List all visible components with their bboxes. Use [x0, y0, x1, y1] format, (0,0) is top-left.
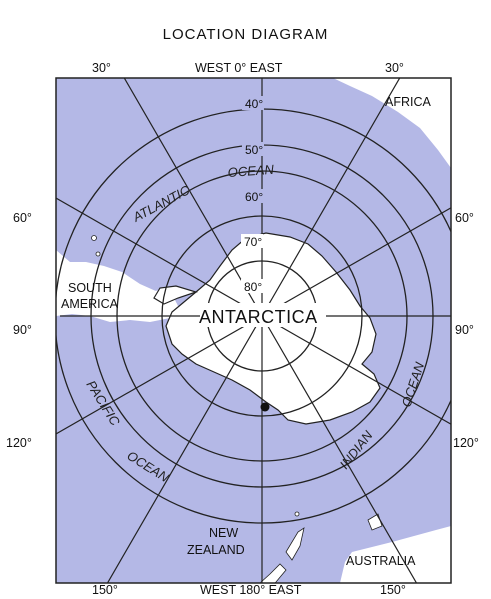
left-120-label: 120°	[6, 436, 32, 450]
map-frame	[55, 77, 452, 584]
latitude-80-label: 80°	[244, 280, 262, 294]
new-zealand-label-line2: ZEALAND	[187, 543, 245, 557]
africa-label: AFRICA	[385, 95, 432, 109]
top-left-longitude-label: 30°	[92, 61, 111, 75]
right-90-label: 90°	[455, 323, 474, 337]
meridian-30-west	[123, 78, 263, 317]
meridian-150-west	[106, 315, 263, 583]
islet	[91, 235, 97, 241]
south-america-label-line1: SOUTH	[68, 281, 112, 295]
map-title: LOCATION DIAGRAM	[162, 26, 329, 43]
new-zealand-north-island	[285, 527, 305, 561]
left-90-label: 90°	[13, 323, 32, 337]
new-zealand-label-line1: NEW	[209, 526, 238, 540]
bottom-right-longitude-label: 150°	[380, 583, 406, 597]
right-120-label: 120°	[453, 436, 479, 450]
location-marker	[260, 402, 270, 412]
meridian-60-east	[261, 207, 451, 317]
africa-landmass	[333, 78, 451, 168]
bottom-left-longitude-label: 150°	[92, 583, 118, 597]
south-america-label-line2: AMERICA	[61, 297, 119, 311]
top-center-longitude-label: WEST 0° EAST	[195, 61, 283, 75]
new-zealand-south-island	[259, 563, 287, 583]
meridian-120-east	[261, 315, 451, 425]
latitude-70-circle	[161, 215, 363, 417]
latitude-60-label: 60°	[245, 190, 263, 204]
meridian-150-east	[261, 315, 418, 583]
falkland-island	[72, 262, 84, 276]
latitude-70-label: 70°	[244, 235, 262, 249]
islet	[95, 251, 101, 257]
south-america-landmass	[56, 250, 180, 322]
atlantic-ocean-label: OCEAN	[227, 162, 275, 180]
meridian-30-east	[261, 78, 401, 317]
latitude-50-label: 50°	[245, 143, 263, 157]
bottom-center-longitude-label: WEST 180° EAST	[200, 583, 302, 597]
left-60-label: 60°	[13, 211, 32, 225]
islet	[294, 511, 300, 517]
meridian-120-west	[56, 315, 263, 435]
antarctic-peninsula	[153, 285, 198, 305]
australia-label: AUSTRALIA	[346, 554, 416, 568]
right-60-label: 60°	[455, 211, 474, 225]
meridian-60-west	[56, 197, 263, 317]
latitude-40-label: 40°	[245, 97, 263, 111]
antarctica-label: ANTARCTICA	[199, 307, 318, 327]
australia-landmass	[340, 526, 451, 583]
latitude-60-circle	[116, 170, 408, 462]
top-right-longitude-label: 30°	[385, 61, 404, 75]
